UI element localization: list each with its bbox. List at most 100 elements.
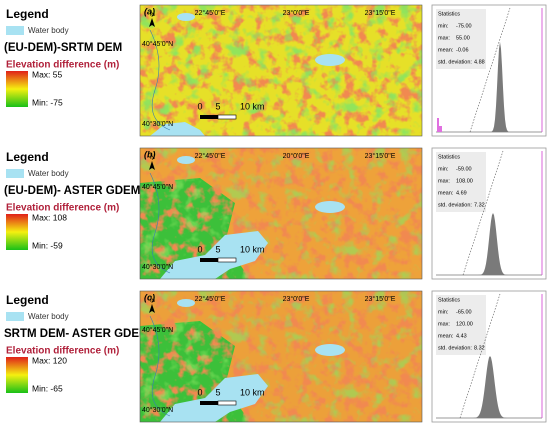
- lon-label: 23°0'0"E: [283, 9, 310, 17]
- scale-label: 0: [197, 387, 202, 397]
- lake: [177, 13, 195, 21]
- scale-label: 10 km: [240, 387, 265, 397]
- water-label: Water body: [28, 169, 69, 178]
- panel-title: SRTM DEM- ASTER GDEM: [4, 328, 149, 340]
- lon-label: 20°0'0"E: [283, 152, 310, 160]
- elevation-label: Elevation difference (m): [6, 203, 119, 214]
- green-speckle: [140, 291, 422, 422]
- scale-label: 0: [197, 244, 202, 254]
- lake: [315, 201, 345, 213]
- stats-title: Statistics: [438, 297, 460, 303]
- lon-label: 22°45'0"E: [195, 9, 226, 17]
- north-label: N: [150, 297, 155, 304]
- histogram: [462, 356, 518, 418]
- stats-value: 4.43: [456, 333, 467, 339]
- max-label: Max: 55: [32, 69, 63, 79]
- water-label: Water body: [28, 26, 69, 35]
- stats-value: 120.00: [456, 321, 473, 327]
- max-label: Max: 120: [32, 355, 67, 365]
- water-label: Water body: [28, 312, 69, 321]
- north-arrow: [149, 161, 155, 170]
- lon-label: 23°15'0"E: [365, 152, 396, 160]
- stats-value: 108.00: [456, 178, 473, 184]
- stats-key: std. deviation:: [438, 202, 472, 208]
- scale-bar-white: [217, 400, 237, 406]
- map: [140, 148, 422, 279]
- panel-title: (EU-DEM)-SRTM DEM: [4, 42, 122, 54]
- stats-key: max:: [438, 35, 450, 41]
- lake: [177, 156, 195, 164]
- lon-label: 23°15'0"E: [365, 9, 396, 17]
- panel-letter: (a): [144, 6, 155, 16]
- stats-key: mean:: [438, 47, 454, 53]
- stats-title: Statistics: [438, 154, 460, 160]
- scale-bar-black: [200, 258, 218, 262]
- cumulative: [469, 7, 511, 133]
- scale-label: 5: [215, 244, 220, 254]
- stats-value: 55.00: [456, 35, 470, 41]
- cumulative: [459, 293, 501, 419]
- lake: [315, 344, 345, 356]
- map-frame: [139, 4, 423, 137]
- color-bar: [6, 357, 28, 393]
- histogram: [484, 42, 516, 132]
- min-label: Min: -65: [32, 383, 63, 393]
- lat-label: 40°30'0"N: [142, 406, 173, 414]
- lat-label: 40°30'0"N: [142, 120, 173, 128]
- cumulative: [462, 150, 504, 276]
- green-speckle: [140, 148, 422, 279]
- gulf: [160, 374, 268, 422]
- stats-value: -75.00: [456, 23, 472, 29]
- lon-label: 22°45'0"E: [195, 295, 226, 303]
- gulf: [150, 122, 205, 136]
- map: [140, 5, 422, 136]
- river: [149, 315, 171, 417]
- stats-key: min:: [438, 166, 449, 172]
- stats-key: max:: [438, 321, 450, 327]
- panel: Legend Water body SRTM DEM- ASTER GDEM Elev…: [4, 290, 547, 423]
- stats-value: 4.69: [456, 190, 467, 196]
- stats-key: min:: [438, 309, 449, 315]
- histogram: [469, 213, 517, 275]
- legend-title: Legend: [6, 293, 49, 307]
- green-speckle: [140, 5, 422, 136]
- north-arrow: [149, 18, 155, 27]
- stats-value: -65.00: [456, 309, 472, 315]
- map-frame: [139, 147, 423, 280]
- river: [149, 172, 171, 274]
- stats-inner: [436, 295, 486, 355]
- elevation-label: Elevation difference (m): [6, 346, 119, 357]
- legend-title: Legend: [6, 150, 49, 164]
- stats-key: max:: [438, 178, 450, 184]
- lat-label: 40°45'0"N: [142, 183, 173, 191]
- lat-label: 40°30'0"N: [142, 263, 173, 271]
- stats-value: 4.88: [474, 59, 485, 65]
- stats-key: mean:: [438, 333, 454, 339]
- min-label: Min: -59: [32, 240, 63, 250]
- stats-key: min:: [438, 23, 449, 29]
- panel-title: (EU-DEM)- ASTER GDEM: [4, 185, 140, 197]
- map-frame: [139, 290, 423, 423]
- stats-value: 7.32: [474, 202, 485, 208]
- scale-bar-white: [217, 257, 237, 263]
- max-label: Max: 108: [32, 212, 67, 222]
- scale-bar-black: [200, 115, 218, 119]
- lake: [315, 54, 345, 66]
- panel-letter: (b): [144, 149, 156, 159]
- lon-label: 23°15'0"E: [365, 295, 396, 303]
- stats-inner: [436, 9, 486, 69]
- lon-label: 23°0'0"E: [283, 295, 310, 303]
- stats-key: std. deviation:: [438, 59, 472, 65]
- color-bar: [6, 71, 28, 107]
- color-bar: [6, 214, 28, 250]
- scale-label: 10 km: [240, 244, 265, 254]
- north-label: N: [150, 11, 155, 18]
- north-arrow: [149, 304, 155, 313]
- lat-label: 40°45'0"N: [142, 326, 173, 334]
- map: [140, 291, 422, 422]
- legend-title: Legend: [6, 7, 49, 21]
- scale-label: 5: [215, 101, 220, 111]
- scale-bar-white: [217, 114, 237, 120]
- north-label: N: [150, 154, 155, 161]
- elevation-label: Elevation difference (m): [6, 60, 119, 71]
